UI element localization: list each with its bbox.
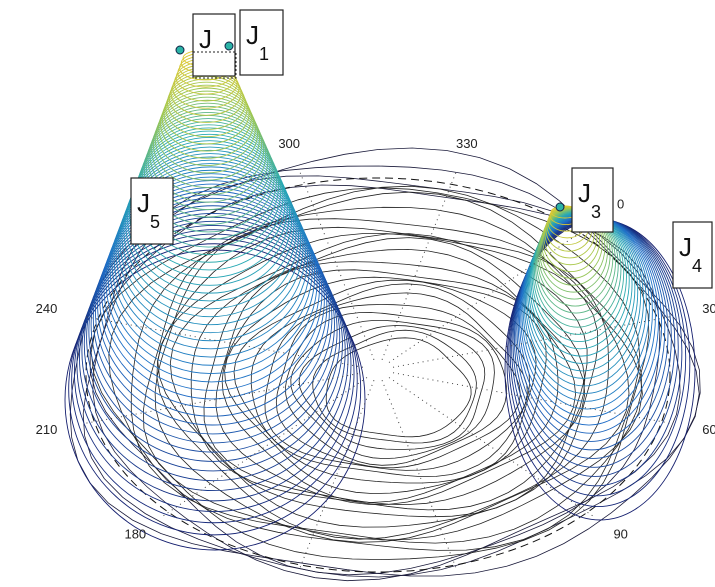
peak-contour	[103, 183, 320, 391]
peak-contour	[161, 84, 252, 152]
peak-contour	[123, 149, 297, 310]
joint-marker	[224, 41, 234, 51]
contour-line	[290, 320, 495, 460]
contour-line	[233, 279, 537, 484]
radial-grid-line	[388, 377, 595, 518]
theta-tick-label: 0	[617, 197, 624, 212]
contour-line	[169, 233, 588, 518]
peak-contour	[160, 87, 254, 159]
peak-contour	[99, 190, 325, 408]
dotted-box	[192, 51, 237, 79]
theta-tick-label: 180	[124, 526, 146, 541]
joint-marker	[175, 45, 185, 55]
contour-line	[90, 187, 650, 561]
annotation-box	[672, 221, 713, 289]
radial-grid-line	[298, 169, 375, 360]
contour-line	[130, 191, 642, 544]
peak-contour	[90, 205, 335, 444]
peak-contour	[81, 220, 346, 482]
contour-line	[312, 329, 477, 444]
peak-contour	[151, 102, 265, 196]
peak-contour	[113, 166, 309, 350]
contour-line	[298, 325, 486, 450]
peak-contour	[73, 233, 355, 512]
peak-contour	[76, 229, 352, 502]
contour-line	[325, 337, 472, 438]
annotation-box	[571, 167, 614, 233]
peak-contour	[83, 216, 343, 472]
annotation-label: J4	[679, 232, 702, 276]
peak-contour	[111, 169, 311, 358]
peak-contour	[86, 212, 341, 462]
annotation-main: J	[199, 24, 212, 54]
theta-tick-label: 240	[36, 301, 58, 316]
annotation-label: J5	[137, 188, 160, 232]
annotation-main: J	[246, 20, 259, 50]
peak-contour	[145, 111, 271, 218]
base-circle	[85, 177, 671, 573]
peak-contour	[64, 249, 366, 551]
peak-contour	[95, 197, 330, 426]
peak-contour	[158, 90, 256, 166]
annotation-main: J	[578, 178, 591, 208]
surface	[64, 49, 701, 582]
peak-contour	[129, 140, 290, 286]
contour-line	[250, 283, 531, 478]
contour-line	[156, 226, 610, 540]
theta-tick-label: 210	[36, 422, 58, 437]
joint-marker	[555, 202, 565, 212]
peak-contour	[152, 99, 263, 188]
peak-contour	[107, 176, 316, 375]
peak-contour	[117, 159, 304, 334]
annotation-box	[239, 9, 284, 76]
radial-grid-line	[388, 222, 595, 363]
peak-contour	[71, 238, 358, 524]
annotation-sub: 4	[692, 256, 702, 276]
contour-line	[142, 206, 643, 541]
contour-line	[108, 185, 641, 551]
annotation-main: J	[137, 188, 150, 218]
radial-grid-line	[381, 380, 458, 571]
peak-contour	[147, 108, 269, 211]
contour-line	[69, 147, 701, 577]
contour-line	[215, 261, 577, 505]
annotation-label: J	[199, 24, 212, 54]
peak-contour	[149, 105, 267, 203]
overlay: 0306090120150180210240300330JJ1J3J4J5	[36, 9, 715, 587]
peak-contour	[154, 96, 260, 181]
theta-tick-label: 60	[702, 422, 715, 437]
radial-grid-line	[298, 380, 375, 571]
peak-contour	[142, 118, 275, 233]
peak-contour	[109, 173, 313, 366]
contour-line	[190, 237, 586, 511]
theta-tick-label: 90	[613, 526, 627, 541]
theta-tick-label: 330	[456, 136, 478, 151]
theta-tick-label: 300	[278, 136, 300, 151]
annotation-box	[130, 177, 174, 245]
radial-grid-line	[381, 169, 458, 360]
peak-contour	[163, 81, 250, 145]
contour-line	[203, 248, 586, 506]
annotation-label: J1	[246, 20, 269, 64]
annotation-sub: 3	[591, 202, 601, 222]
peak-contour	[121, 153, 299, 318]
peak-contour	[125, 146, 295, 302]
annotation-main: J	[679, 232, 692, 262]
peak-contour	[68, 243, 362, 536]
peak-contour	[79, 225, 349, 492]
contour-line	[285, 312, 507, 466]
peak-contour	[115, 163, 306, 342]
peak-contour	[165, 78, 248, 138]
theta-tick-label: 30	[702, 301, 715, 316]
contour-line	[89, 184, 661, 576]
annotation-sub: 1	[259, 44, 269, 64]
peak-contour	[105, 180, 318, 383]
annotation-label: J3	[578, 178, 601, 222]
annotation-sub: 5	[150, 212, 160, 232]
peak-contour	[119, 156, 302, 326]
contour-line	[275, 304, 521, 469]
